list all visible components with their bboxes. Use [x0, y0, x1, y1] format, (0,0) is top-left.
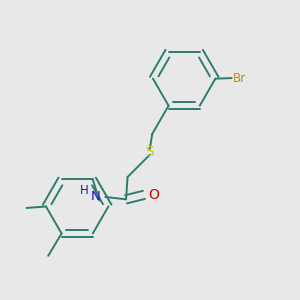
Text: O: O — [148, 188, 159, 202]
Text: H: H — [80, 184, 89, 197]
Text: N: N — [91, 190, 101, 203]
Text: Br: Br — [232, 72, 246, 85]
Text: S: S — [146, 145, 154, 159]
